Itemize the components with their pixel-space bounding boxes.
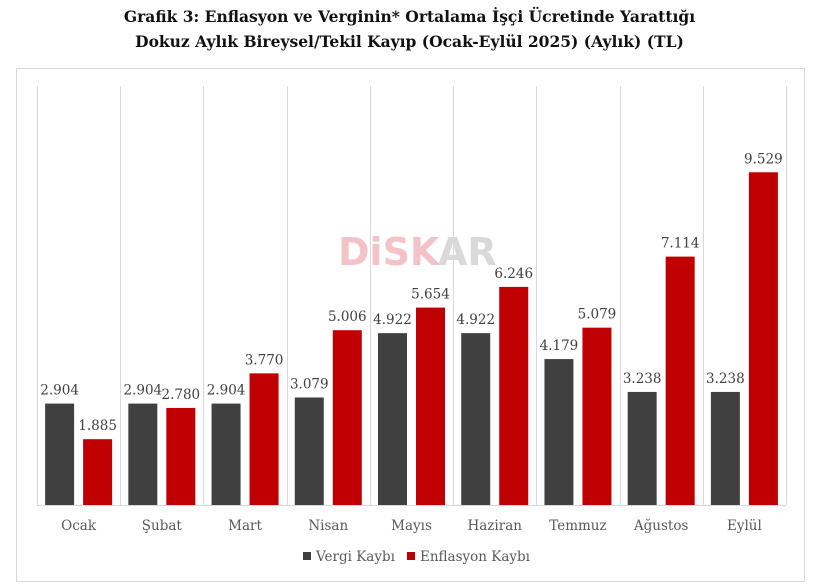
bar-enflasyon-1	[83, 439, 113, 505]
data-label: 2.780	[162, 387, 201, 403]
bars	[45, 172, 778, 505]
data-label: 3.238	[623, 371, 662, 387]
bar-enflasyon-9	[748, 172, 778, 505]
bar-enflasyon-6	[499, 286, 529, 505]
data-label: 4.922	[456, 312, 495, 328]
data-label: 5.654	[411, 287, 450, 303]
data-label: 3.238	[706, 371, 745, 387]
bar-vergi-9	[710, 391, 740, 505]
category-label: Ağustos	[633, 518, 689, 534]
bar-enflasyon-5	[416, 307, 445, 505]
chart-frame	[16, 68, 805, 582]
bar-vergi-8	[627, 391, 657, 505]
data-label: 3.770	[245, 352, 284, 368]
legend-swatch	[407, 552, 415, 560]
bar-vergi-1	[45, 403, 75, 505]
bar-vergi-5	[378, 333, 407, 505]
bar-enflasyon-7	[582, 327, 612, 505]
data-label: 1.885	[78, 418, 117, 434]
legend-label: Enflasyon Kaybı	[420, 549, 531, 565]
bar-enflasyon-8	[665, 256, 695, 505]
data-label: 6.246	[494, 266, 533, 282]
category-label: Ocak	[61, 518, 97, 534]
bar-vergi-4	[294, 397, 324, 505]
watermark-text-1: DiSK	[338, 230, 441, 274]
category-label: Şubat	[142, 518, 183, 534]
data-label: 5.079	[578, 307, 617, 323]
data-label: 9.529	[744, 151, 783, 167]
data-label: 3.079	[290, 376, 329, 392]
chart-title-line-2: Dokuz Aylık Bireysel/Tekil Kayıp (Ocak-E…	[135, 32, 684, 51]
bar-enflasyon-4	[332, 330, 362, 505]
category-label: Haziran	[467, 518, 522, 534]
bar-enflasyon-3	[249, 373, 279, 505]
watermark-text-2: AR	[438, 230, 497, 274]
chart-title-line-1: Grafik 3: Enflasyon ve Verginin* Ortalam…	[123, 7, 696, 26]
legend: Vergi Kaybı Enflasyon Kaybı	[303, 549, 531, 565]
category-gridlines	[37, 86, 787, 505]
bar-vergi-7	[544, 359, 574, 505]
data-label: 4.179	[540, 338, 579, 354]
data-label: 2.904	[40, 383, 79, 399]
data-label: 2.904	[124, 383, 163, 399]
legend-label: Vergi Kaybı	[315, 549, 396, 565]
legend-swatch	[303, 552, 311, 560]
data-label: 4.922	[373, 312, 412, 328]
category-labels: Ocak Şubat Mart Nisan Mayıs Haziran Temmuz Ağus…	[61, 518, 762, 534]
bar-enflasyon-2	[166, 407, 196, 505]
chart-title: Grafik 3: Enflasyon ve Verginin* Ortalam…	[0, 4, 819, 54]
category-label: Mart	[228, 518, 262, 534]
category-label: Mayıs	[391, 518, 432, 534]
data-label: 5.006	[328, 309, 367, 325]
bar-vergi-6	[461, 333, 491, 505]
bar-vergi-2	[128, 403, 158, 505]
category-label: Eylül	[727, 518, 762, 534]
category-label: Temmuz	[549, 518, 606, 534]
watermark: DiSK AR	[338, 230, 497, 274]
category-label: Nisan	[308, 518, 348, 534]
bar-vergi-3	[211, 403, 241, 505]
data-label: 7.114	[661, 236, 700, 252]
data-label: 2.904	[207, 383, 246, 399]
